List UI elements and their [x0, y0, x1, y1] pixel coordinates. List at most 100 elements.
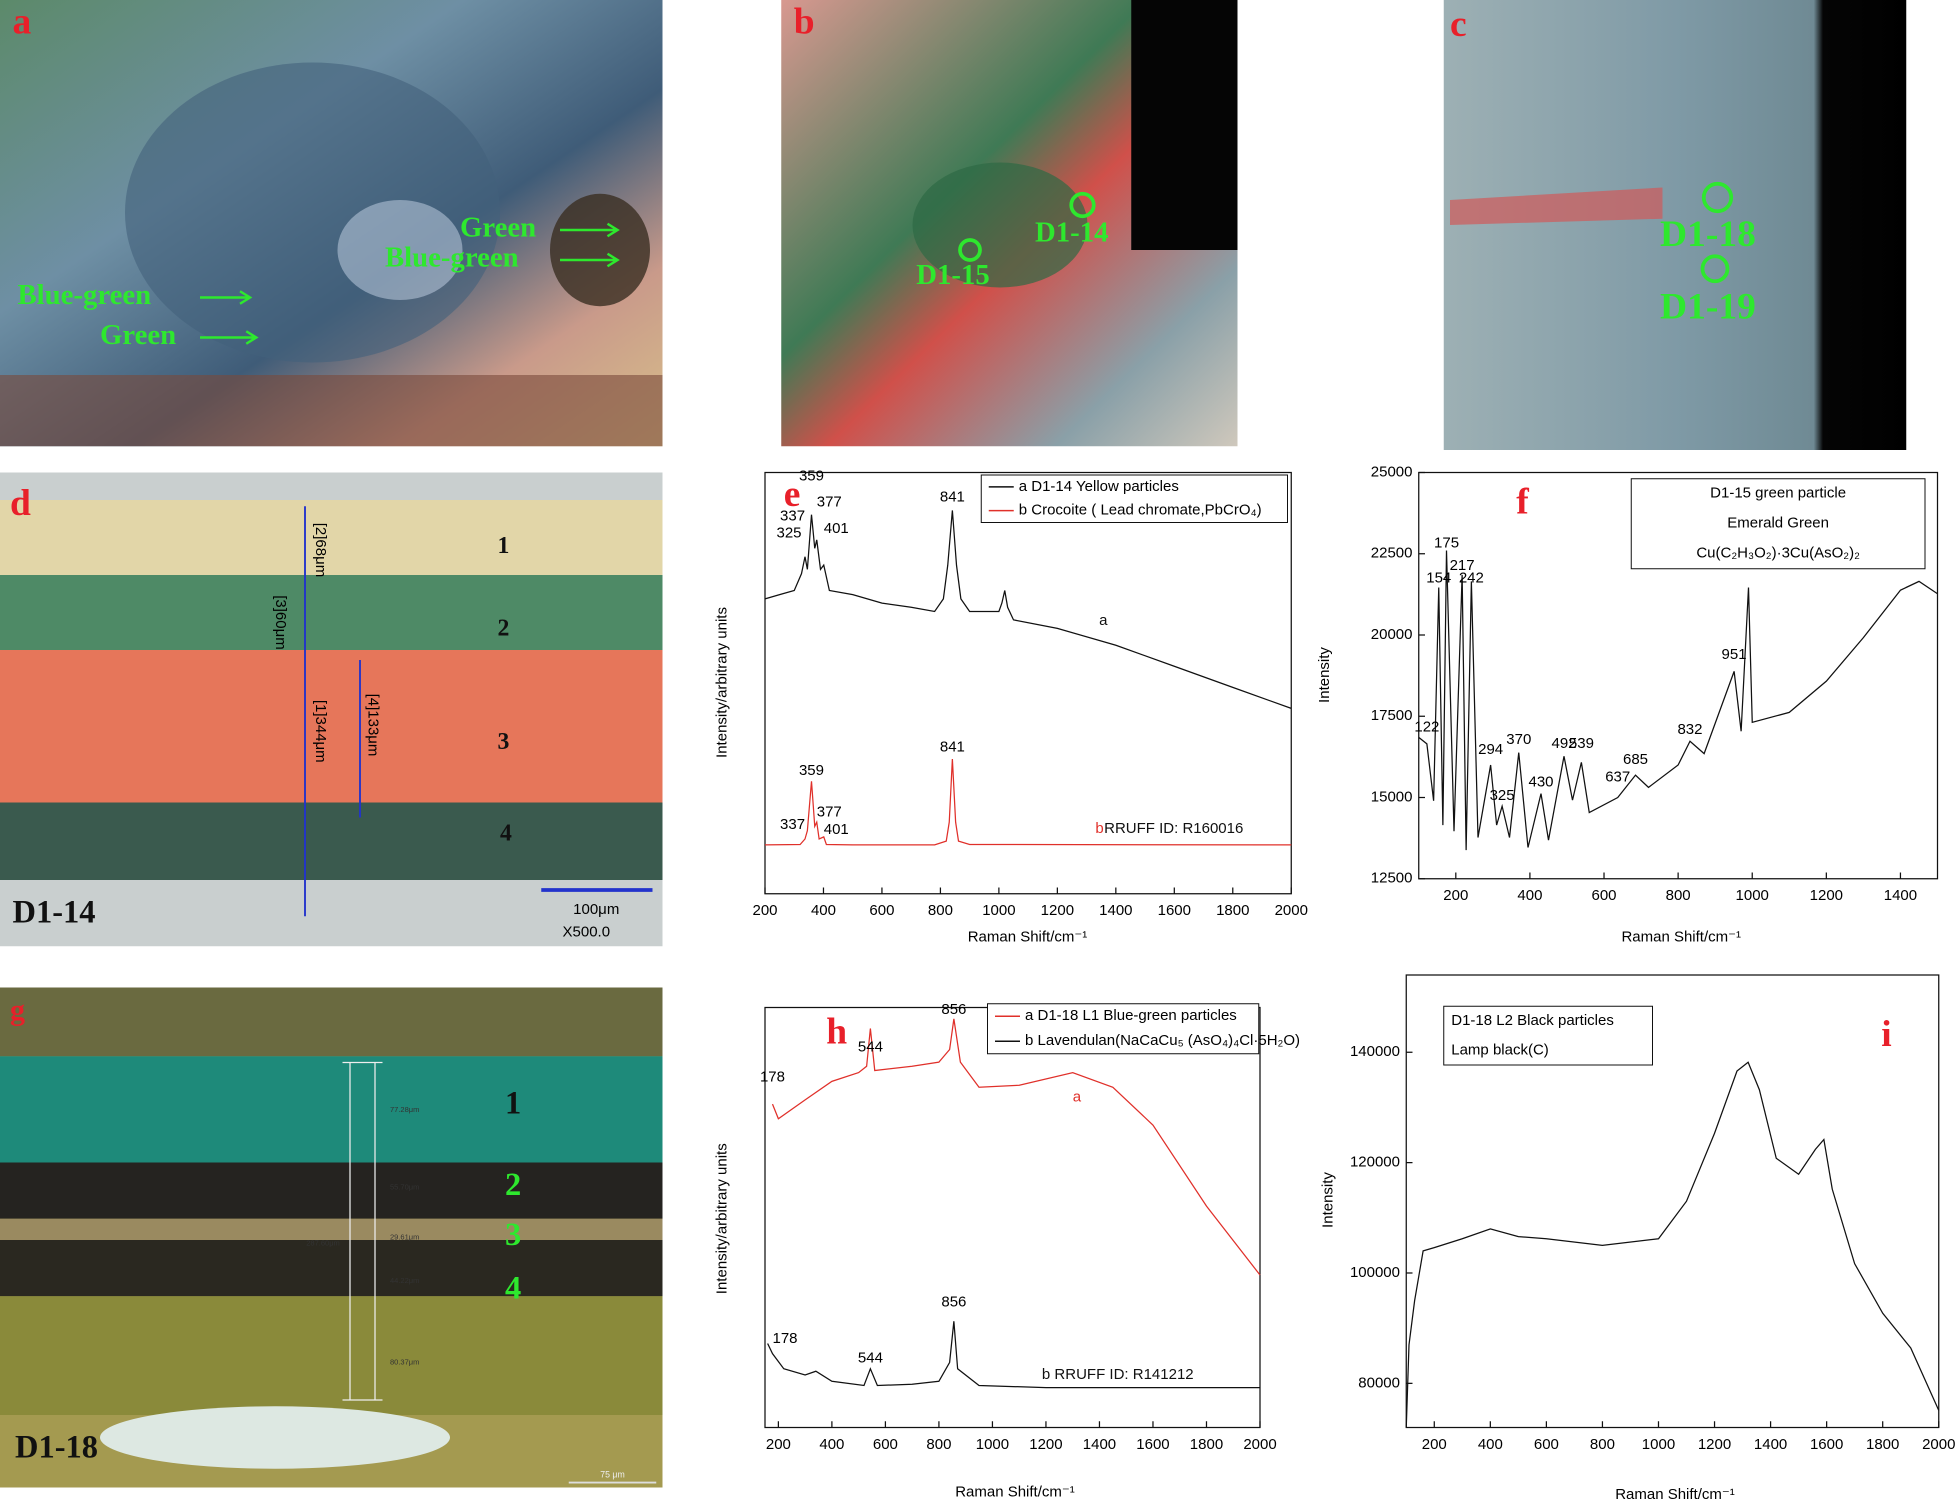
shape [1450, 187, 1663, 225]
panel-letter: f [1516, 482, 1529, 523]
layer [0, 1240, 663, 1297]
peak-label: 637 [1605, 768, 1630, 785]
measurement: [2]68μm [312, 523, 329, 578]
x-tick-label: 1400 [1083, 1436, 1116, 1453]
layer [0, 1162, 663, 1219]
layer-number: 2 [498, 615, 510, 641]
x-tick-label: 400 [1478, 1436, 1503, 1453]
x-tick-label: 800 [928, 902, 953, 919]
peak-label: 325 [777, 525, 802, 542]
shape [100, 1406, 451, 1469]
photo-label: Blue-green [385, 242, 519, 274]
chart: 200 400 600 800 1000 1200 1400 1600 1800 2000 8000… [1320, 974, 1955, 1503]
shape [0, 375, 663, 447]
legend-label: b Crocoite ( Lead chromate,PbCrO₄) [1019, 502, 1262, 519]
legend-label: a D1-18 L1 Blue-green particles [1025, 1007, 1237, 1024]
layer-number: 2 [505, 1167, 521, 1203]
y-tick-label: 15000 [1371, 788, 1413, 805]
photo-label: Green [460, 212, 536, 244]
y-tick-label: 17500 [1371, 707, 1413, 724]
x-tick-label: 600 [1592, 887, 1617, 904]
measurement: [4]133μm [365, 694, 382, 757]
chart: 200 400 600 800 1000 1200 1400 12500 15000 17500 2… [1316, 463, 1939, 945]
peak-label: 539 [1569, 735, 1594, 752]
peak-label: 856 [941, 1001, 966, 1018]
shape [125, 62, 501, 363]
photo-label: Green [100, 319, 176, 351]
shape [550, 193, 650, 307]
x-tick-label: 200 [752, 902, 777, 919]
peak-label: 841 [940, 739, 965, 756]
peak-label: 175 [1434, 535, 1459, 552]
shape [1131, 0, 1238, 250]
x-tick-label: 600 [873, 1436, 898, 1453]
chart: 200 400 600 800 1000 1200 1400 1600 1800 2000 359 3… [713, 467, 1307, 945]
legend-box [986, 1003, 1260, 1055]
photo-g: g 77.28μm 55.70μm 29.61μm 44.22μm 80.37μ… [0, 987, 663, 1488]
measure-line [342, 1061, 383, 1401]
x-tick-label: 1200 [1041, 902, 1074, 919]
peak-label: 685 [1623, 751, 1648, 768]
peak-label: 337 [780, 816, 805, 833]
note-text: D1-15 green particle [1710, 485, 1846, 502]
marker [1700, 254, 1730, 284]
spectrum-line [771, 1018, 1261, 1276]
panel-letter: c [1450, 4, 1467, 45]
y-tick-label: 80000 [1358, 1374, 1400, 1391]
x-tick-label: 1800 [1866, 1436, 1899, 1453]
x-tick-label: 2000 [1922, 1436, 1955, 1453]
layer [0, 802, 663, 880]
x-tick-label: 2000 [1275, 902, 1308, 919]
arrow [200, 222, 620, 345]
x-tick-label: 1000 [982, 902, 1015, 919]
x-axis-label: Raman Shift/cm⁻¹ [968, 928, 1088, 945]
shape [912, 162, 1088, 288]
peak-label: 217 [1450, 557, 1475, 574]
peak-label: 544 [858, 1038, 883, 1055]
peak-label: 359 [799, 762, 824, 779]
layer [0, 1056, 663, 1163]
legend-label: b Lavendulan(NaCaCu₅ (AsO₄)₄Cl·5H₂O) [1025, 1032, 1300, 1049]
y-axis-label: Intensity/arbitrary units [713, 607, 730, 758]
photo-c: c D1-18 D1-19 [1443, 0, 1907, 450]
layer-number: 3 [505, 1217, 521, 1253]
measurement: 80.37μm [390, 1357, 419, 1366]
x-tick-label: 200 [766, 1436, 791, 1453]
x-tick-label: 1600 [1810, 1436, 1843, 1453]
peak-label: 377 [817, 493, 842, 510]
x-tick-label: 1000 [976, 1436, 1009, 1453]
chart: 200 400 600 800 1000 1200 1400 1600 1800 2000 856 5… [713, 1001, 1300, 1500]
peak-label: 154 [1426, 570, 1451, 587]
y-axis-label: Intensity [1316, 647, 1333, 703]
x-tick-label: 1600 [1136, 1436, 1169, 1453]
layer [0, 650, 663, 803]
photo-label: Blue-green [18, 279, 152, 311]
annotation: RRUFF ID: R160016 [1104, 820, 1243, 837]
peak-label: 242 [1459, 570, 1484, 587]
shape [337, 200, 463, 300]
peak-label: 178 [760, 1069, 785, 1086]
x-tick-label: 800 [926, 1436, 951, 1453]
x-tick-label: 1600 [1158, 902, 1191, 919]
layer-number: 4 [505, 1271, 521, 1307]
peak-label: 325 [1490, 787, 1515, 804]
x-tick-label: 1000 [1642, 1436, 1675, 1453]
y-tick-label: 22500 [1371, 545, 1413, 562]
photo-label: D1-19 [1660, 287, 1756, 328]
spectrum-line [1405, 1061, 1940, 1428]
layer [0, 500, 663, 575]
peak-label: 430 [1529, 774, 1554, 791]
y-axis-label: Intensity [1320, 1172, 1337, 1228]
peak-label: 832 [1677, 721, 1702, 738]
plot-frame [764, 471, 1292, 895]
panel-letter: a [13, 2, 32, 43]
x-tick-label: 1200 [1029, 1436, 1062, 1453]
peak-label: 544 [858, 1350, 883, 1367]
legend-label: a D1-14 Yellow particles [1019, 478, 1179, 495]
annotation: b [1095, 820, 1103, 837]
x-tick-label: 1200 [1810, 887, 1843, 904]
peak-label: 359 [799, 467, 824, 484]
x-tick-label: 400 [811, 902, 836, 919]
y-tick-label: 25000 [1371, 463, 1413, 480]
